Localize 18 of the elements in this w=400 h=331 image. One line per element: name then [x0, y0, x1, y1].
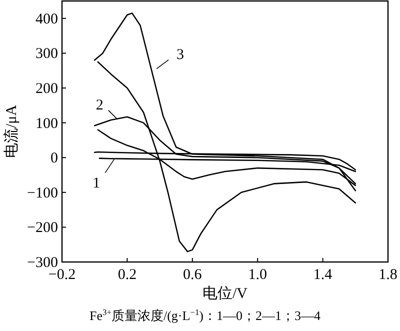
x-axis-title: 电位/V [202, 285, 248, 302]
x-tick-label: 1.4 [313, 267, 333, 283]
annotation: 1 [92, 175, 100, 192]
y-tick-label: 400 [36, 11, 58, 28]
annotation: 3 [176, 46, 184, 63]
x-tick-label: 0.2 [118, 267, 137, 283]
x-tick-label: 1.0 [248, 267, 267, 283]
y-axis-title: 电流/μA [3, 104, 20, 158]
y-tick-label: 200 [36, 81, 58, 97]
annotation: 2 [96, 97, 104, 114]
y-tick-label: −200 [27, 220, 58, 236]
y-tick-label: 100 [36, 116, 58, 132]
text: Fe$^{3+}$质量浓度/(g·L$^{−1}$)：1—0；2—1；3—4 [89, 307, 321, 323]
x-tick-label: 1.8 [378, 267, 398, 283]
y-tick-label: 300 [36, 46, 58, 62]
x-tick-label: 0.6 [183, 267, 202, 283]
y-tick-label: 0 [50, 150, 58, 167]
y-tick-label: −100 [27, 185, 58, 202]
